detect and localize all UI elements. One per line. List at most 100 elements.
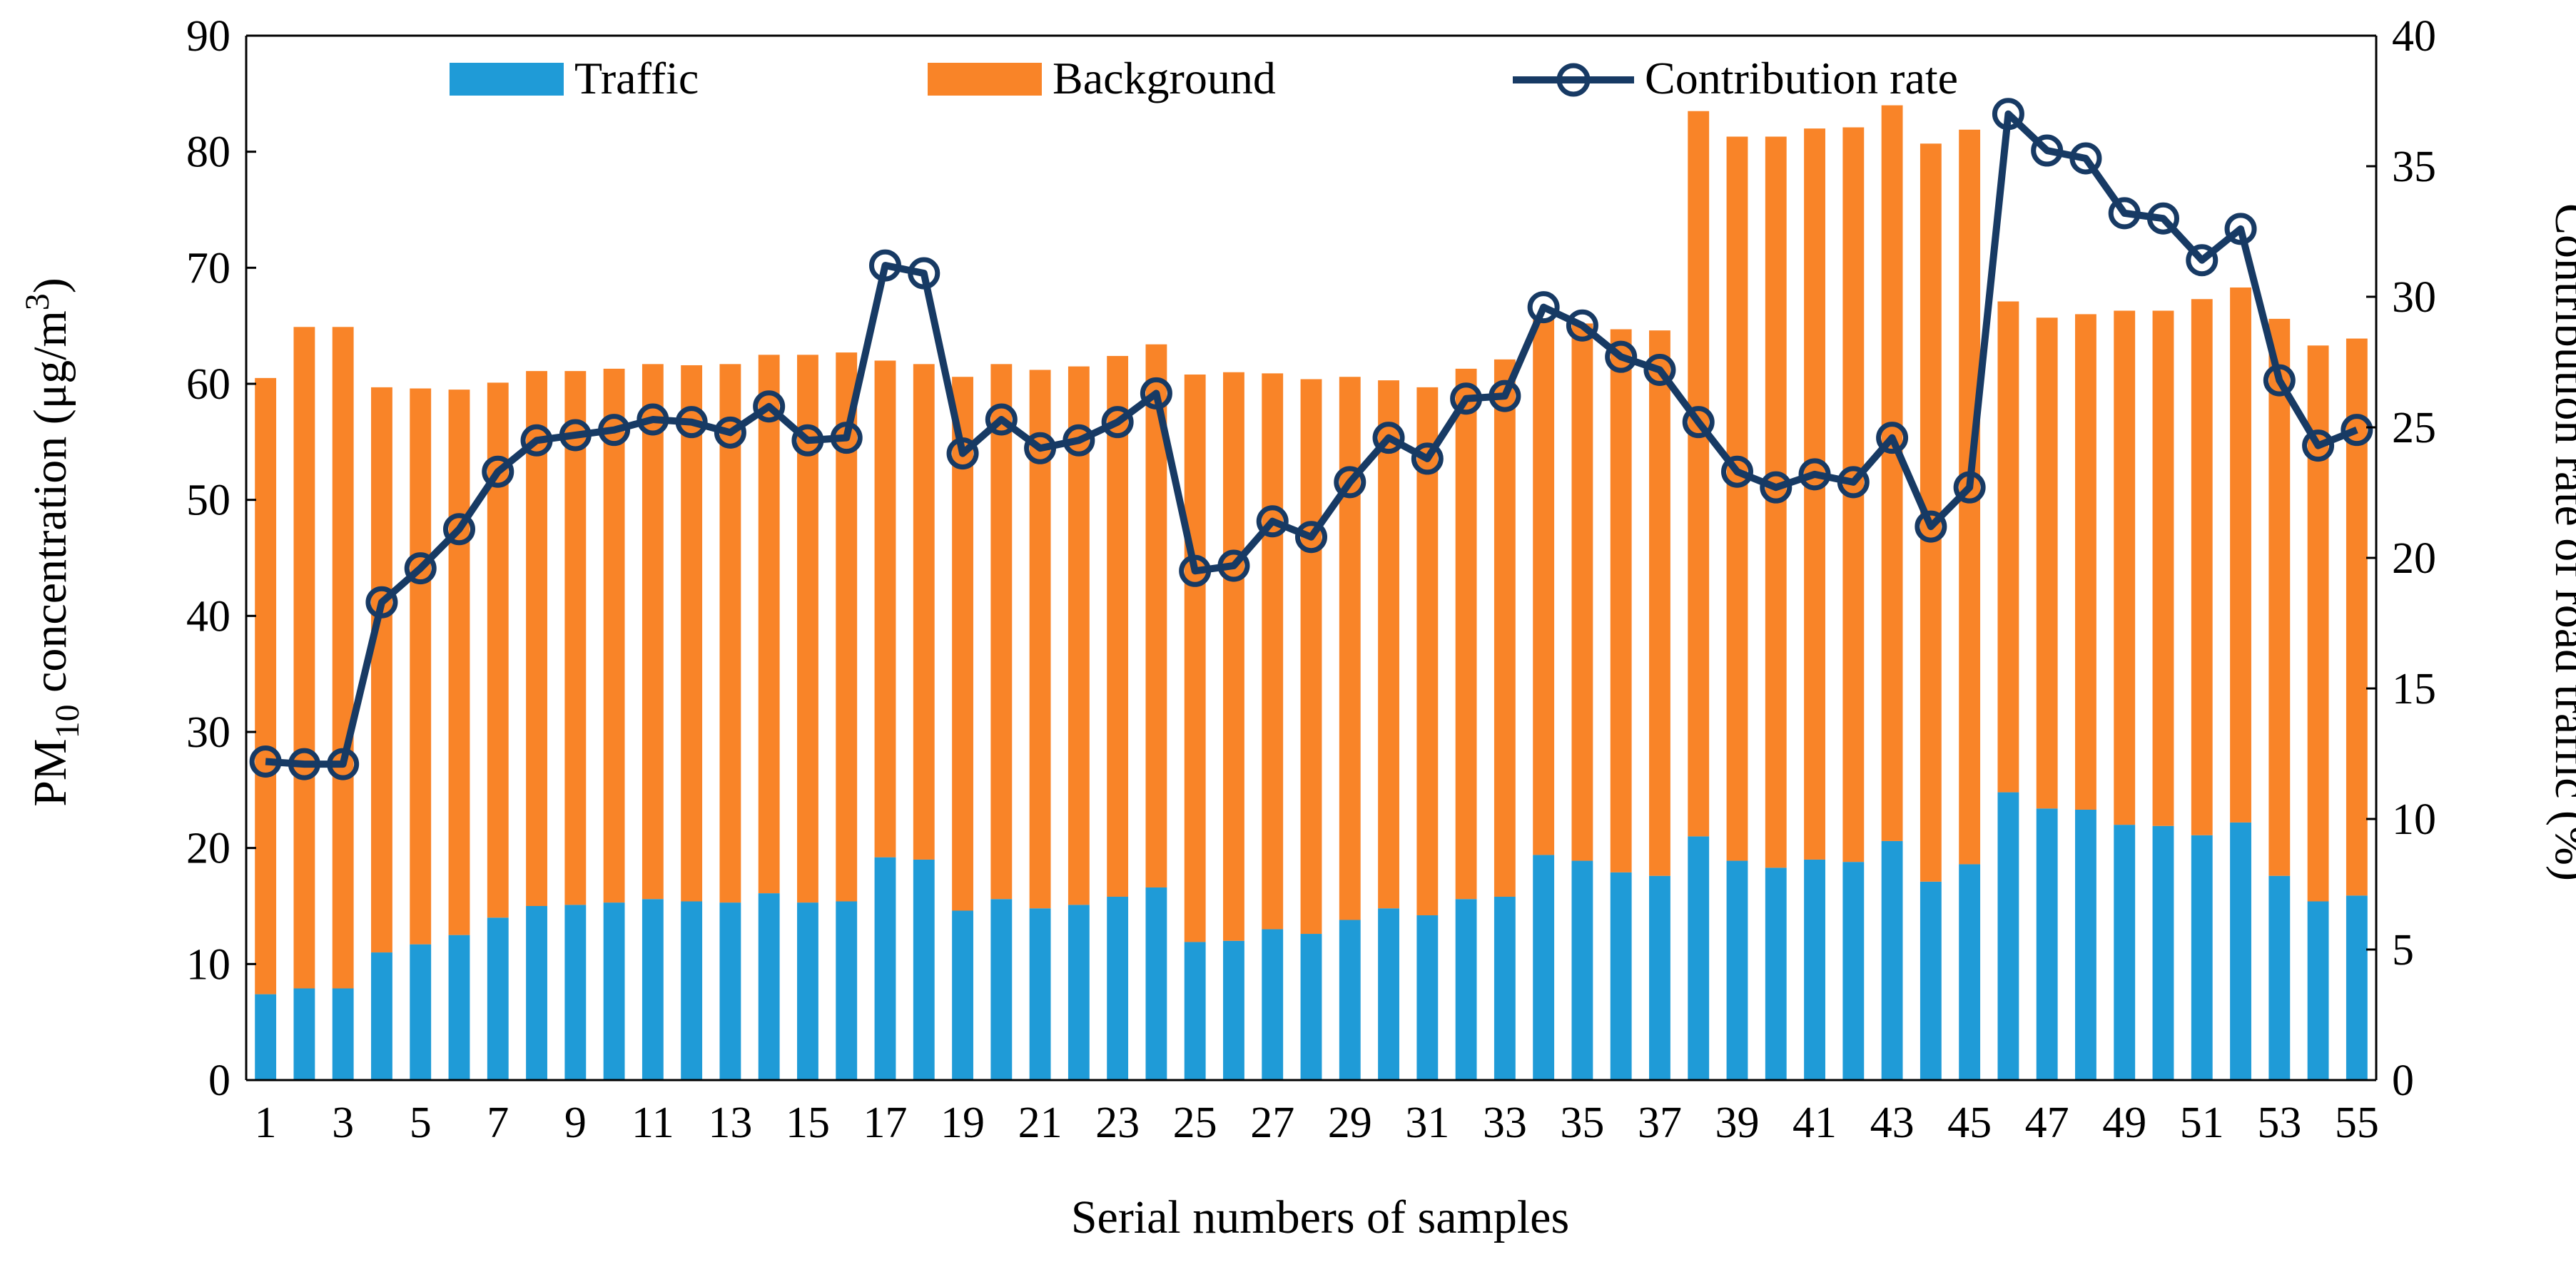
contribution-point-43 <box>1876 422 1909 454</box>
y-tick-label: 30 <box>186 708 230 757</box>
contribution-point-54 <box>2302 429 2335 462</box>
x-tick-label: 43 <box>1870 1099 1915 1147</box>
bar-traffic-27 <box>1262 929 1284 1080</box>
y2-tick-label: 0 <box>2392 1057 2414 1105</box>
bar-traffic-4 <box>371 952 392 1080</box>
bar-traffic-55 <box>2346 895 2368 1080</box>
contribution-point-44 <box>1915 510 1947 543</box>
bar-background-31 <box>1416 387 1439 916</box>
bar-traffic-25 <box>1184 942 1206 1080</box>
bar-background-17 <box>874 360 896 858</box>
y2-tick-label: 10 <box>2392 795 2436 844</box>
bar-traffic-8 <box>526 906 547 1080</box>
x-tick-label: 11 <box>632 1099 674 1147</box>
y-tick-label: 70 <box>186 244 230 292</box>
bar-traffic-32 <box>1455 899 1477 1080</box>
y2-axis-label: Contribution rate of road traffic (%) <box>2545 203 2576 881</box>
bar-traffic-13 <box>719 902 741 1080</box>
y-tick-label: 80 <box>186 128 230 177</box>
x-tick-label: 31 <box>1405 1099 1449 1147</box>
contribution-point-22 <box>1063 424 1095 457</box>
bar-traffic-47 <box>2036 808 2058 1080</box>
contribution-point-32 <box>1450 382 1483 415</box>
contribution-point-16 <box>830 422 863 454</box>
contribution-point-52 <box>2224 213 2257 245</box>
bar-traffic-30 <box>1378 908 1399 1080</box>
x-tick-label: 37 <box>1638 1099 1682 1147</box>
bar-traffic-52 <box>2230 822 2251 1080</box>
bar-traffic-20 <box>990 899 1013 1080</box>
contribution-point-42 <box>1837 466 1870 499</box>
contribution-point-26 <box>1217 549 1250 582</box>
bar-traffic-44 <box>1920 881 1942 1080</box>
bar-background-39 <box>1726 136 1748 861</box>
contribution-point-18 <box>908 257 940 290</box>
bar-traffic-40 <box>1765 867 1787 1080</box>
y-tick-label: 10 <box>186 940 230 989</box>
contribution-point-30 <box>1372 422 1405 454</box>
contribution-point-15 <box>791 424 824 457</box>
contribution-point-31 <box>1411 442 1444 475</box>
x-tick-label: 47 <box>2025 1099 2069 1147</box>
line-layer <box>249 98 2373 780</box>
bar-traffic-14 <box>758 893 780 1080</box>
x-tick-label: 41 <box>1792 1099 1837 1147</box>
x-tick-label: 15 <box>786 1099 830 1147</box>
bar-traffic-38 <box>1688 836 1710 1080</box>
bar-background-55 <box>2346 338 2368 896</box>
bar-traffic-34 <box>1533 855 1555 1080</box>
contribution-point-47 <box>2031 134 2064 167</box>
bar-traffic-39 <box>1726 860 1748 1080</box>
bar-traffic-51 <box>2191 835 2213 1080</box>
contribution-point-23 <box>1101 406 1134 439</box>
bar-traffic-17 <box>874 857 896 1080</box>
bar-background-29 <box>1339 377 1361 920</box>
bar-traffic-46 <box>1997 792 2019 1080</box>
x-tick-label: 21 <box>1018 1099 1063 1147</box>
contribution-point-6 <box>443 513 475 546</box>
bar-traffic-2 <box>293 988 315 1080</box>
contribution-rate-line <box>265 110 2358 768</box>
contribution-point-55 <box>2341 414 2373 447</box>
bar-traffic-42 <box>1842 862 1865 1080</box>
legend-swatch-traffic <box>450 63 564 96</box>
bar-traffic-54 <box>2307 901 2329 1080</box>
bar-traffic-29 <box>1339 920 1361 1080</box>
bar-traffic-7 <box>487 917 509 1080</box>
x-tick-label: 33 <box>1483 1099 1527 1147</box>
legend: Traffic Background Contribution rate <box>450 53 1958 103</box>
x-tick-label: 9 <box>564 1099 587 1147</box>
contribution-point-21 <box>1024 432 1057 464</box>
bar-background-8 <box>526 371 547 906</box>
bar-traffic-41 <box>1804 859 1825 1080</box>
x-tick-label: 3 <box>332 1099 354 1147</box>
contribution-point-49 <box>2108 197 2141 230</box>
bar-background-36 <box>1610 329 1632 872</box>
contribution-point-36 <box>1605 340 1638 373</box>
bar-background-2 <box>293 327 315 989</box>
contribution-point-17 <box>869 249 901 282</box>
x-tick-label: 7 <box>487 1099 509 1147</box>
bar-traffic-35 <box>1571 860 1593 1080</box>
bar-traffic-26 <box>1223 940 1244 1080</box>
contribution-point-25 <box>1179 554 1212 587</box>
bar-traffic-12 <box>681 901 703 1080</box>
bar-background-34 <box>1533 318 1555 855</box>
contribution-point-13 <box>714 416 746 449</box>
contribution-point-12 <box>675 406 708 439</box>
bar-background-4 <box>371 387 392 953</box>
bar-background-35 <box>1571 323 1593 861</box>
bar-traffic-16 <box>836 901 858 1080</box>
contribution-point-14 <box>753 390 786 423</box>
bar-background-48 <box>2075 314 2096 810</box>
bar-traffic-37 <box>1649 875 1670 1080</box>
y-tick-label: 0 <box>208 1057 230 1105</box>
contribution-point-50 <box>2147 202 2179 235</box>
bar-background-33 <box>1494 359 1516 897</box>
bar-background-50 <box>2152 310 2174 826</box>
bar-traffic-50 <box>2152 825 2174 1080</box>
bar-traffic-28 <box>1300 934 1322 1080</box>
bar-traffic-5 <box>410 944 432 1080</box>
